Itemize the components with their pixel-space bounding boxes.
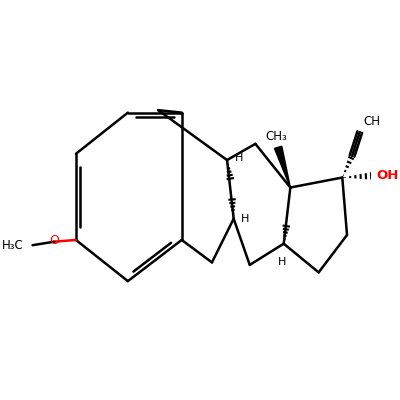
Text: H: H <box>241 214 250 224</box>
Text: H: H <box>235 153 243 163</box>
Text: OH: OH <box>376 169 399 182</box>
Text: CH₃: CH₃ <box>266 130 287 143</box>
Text: O: O <box>49 234 59 248</box>
Text: CH: CH <box>363 115 380 128</box>
Polygon shape <box>274 146 290 188</box>
Text: H₃C: H₃C <box>2 239 24 252</box>
Text: H: H <box>278 257 286 267</box>
